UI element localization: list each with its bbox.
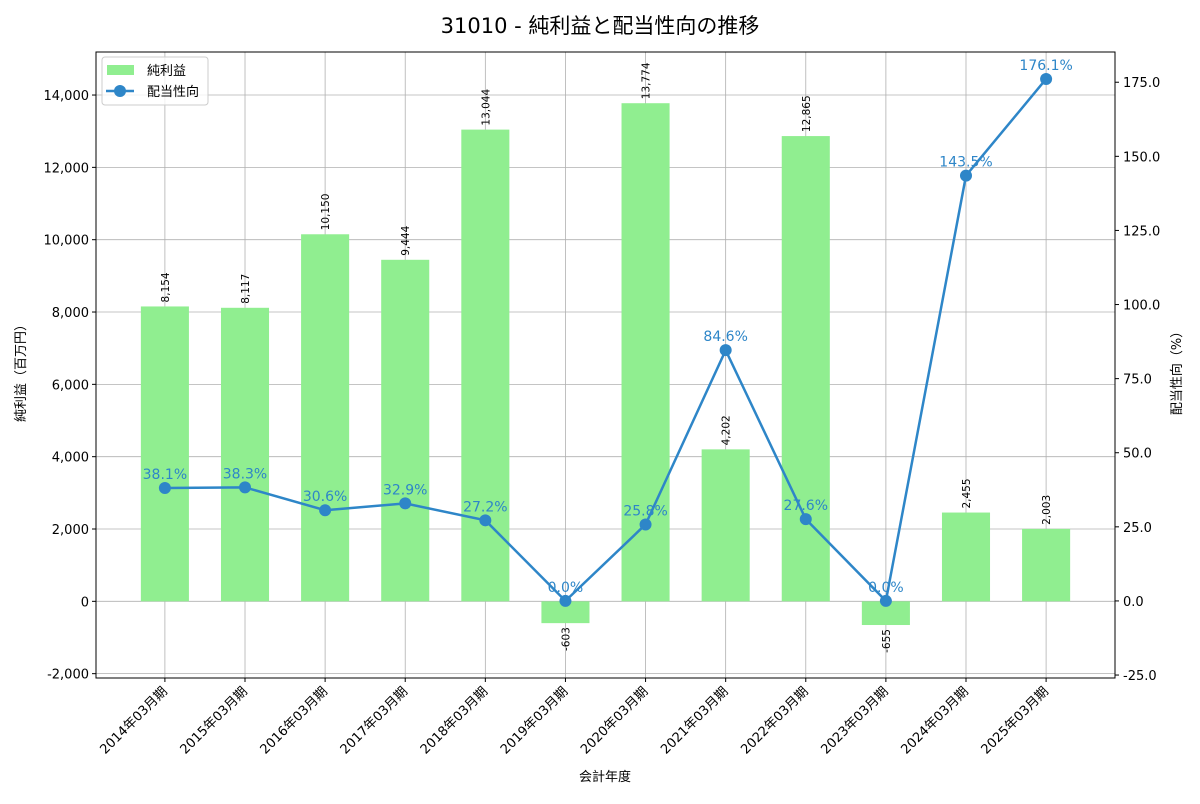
- x-tick-label: 2019年03月期: [498, 684, 571, 757]
- bar: [541, 601, 590, 624]
- x-axis-label: 会計年度: [579, 769, 631, 785]
- line-marker: [479, 514, 492, 527]
- x-tick-label: 2025年03月期: [979, 684, 1052, 757]
- line-marker: [719, 344, 732, 357]
- y-axis-label: 純利益（百万円）: [14, 318, 29, 422]
- bar: [941, 512, 991, 602]
- bar: [861, 601, 910, 626]
- x-tick-label: 2021年03月期: [658, 684, 731, 757]
- x-tick-label: 2017年03月期: [338, 684, 411, 757]
- y2-tick-label: -25.0: [1123, 669, 1157, 684]
- line-value-label: 84.6%: [703, 329, 747, 345]
- plot-frame: [95, 51, 1116, 679]
- x-tick-label: 2014年03月期: [97, 684, 170, 757]
- line-value-label: 0.0%: [548, 580, 584, 596]
- bar-value-label: 2,455: [961, 478, 973, 508]
- bar: [301, 234, 350, 602]
- y-tick-label: 8,000: [52, 306, 89, 321]
- x-tick-label: 2016年03月期: [258, 684, 331, 757]
- y-tick-label: 6,000: [52, 378, 89, 393]
- legend: 純利益 配当性向: [101, 56, 209, 106]
- line-value-label: 143.5%: [939, 155, 992, 171]
- chart-title: 31010 - 純利益と配当性向の推移: [441, 14, 760, 38]
- bar-value-label: -603: [560, 627, 572, 651]
- bar: [461, 129, 510, 602]
- line-value-label: 27.6%: [784, 498, 828, 514]
- x-tick-label: 2022年03月期: [738, 684, 811, 757]
- bar: [140, 306, 189, 602]
- line-marker: [399, 497, 412, 510]
- bar: [381, 259, 430, 602]
- line-marker: [959, 169, 972, 182]
- y2-tick-label: 75.0: [1123, 373, 1152, 388]
- y2-tick-label: 150.0: [1123, 150, 1160, 165]
- line-value-label: 0.0%: [868, 580, 904, 596]
- legend-bar-swatch: [107, 65, 134, 75]
- line-value-label: 25.8%: [623, 503, 667, 519]
- y-tick-label: -2,000: [47, 668, 89, 683]
- bar-value-label: 13,774: [641, 62, 653, 99]
- bar: [621, 103, 670, 602]
- y2-tick-label: 0.0: [1123, 595, 1144, 610]
- y2-tick-label: 50.0: [1123, 447, 1152, 462]
- x-tick-label: 2018年03月期: [418, 684, 491, 757]
- bar: [781, 136, 830, 602]
- x-tick-label: 2020年03月期: [578, 684, 651, 757]
- line-value-label: 30.6%: [303, 489, 347, 505]
- bar-value-label: 10,150: [320, 194, 332, 231]
- bar-value-label: 8,117: [240, 274, 252, 304]
- line-marker: [1040, 72, 1053, 85]
- bar-value-label: 4,202: [721, 415, 733, 445]
- payout-ratio-line: [164, 78, 1048, 604]
- bar: [1022, 528, 1071, 602]
- line-marker: [799, 513, 812, 526]
- bar-value-label: -655: [881, 629, 893, 653]
- bar: [701, 449, 750, 602]
- line-value-label: 38.1%: [143, 467, 187, 483]
- line-marker: [559, 594, 572, 607]
- legend-label-bar: 純利益: [147, 64, 186, 79]
- y-tick-label: 2,000: [52, 523, 89, 538]
- y-tick-label: 10,000: [44, 234, 90, 249]
- y2-tick-label: 100.0: [1123, 299, 1160, 314]
- line-value-label: 38.3%: [223, 466, 267, 482]
- line-value-label: 27.2%: [463, 499, 507, 515]
- bar-value-label: 2,003: [1041, 495, 1053, 525]
- x-tick-label: 2024年03月期: [899, 684, 972, 757]
- y2-tick-label: 25.0: [1123, 521, 1152, 536]
- x-tick-label: 2023年03月期: [818, 684, 891, 757]
- line-marker: [639, 518, 652, 531]
- line-value-label: 176.1%: [1019, 58, 1072, 74]
- line-marker: [319, 504, 332, 517]
- y-tick-label: 14,000: [44, 89, 90, 104]
- bar: [220, 307, 270, 602]
- line-marker: [239, 481, 252, 494]
- bar-value-label: 9,444: [400, 225, 412, 255]
- y-tick-label: 12,000: [44, 161, 90, 176]
- bar-value-label: 8,154: [160, 272, 172, 302]
- line-value-label: 32.9%: [383, 482, 427, 498]
- y2-tick-label: 175.0: [1123, 76, 1160, 91]
- y-tick-label: 0: [81, 595, 89, 610]
- line-marker: [879, 594, 892, 607]
- x-tick-label: 2015年03月期: [178, 684, 251, 757]
- bar-value-label: 12,865: [801, 95, 813, 132]
- y2-axis-label: 配当性向（%）: [1169, 325, 1185, 415]
- line-marker: [158, 482, 171, 495]
- y2-tick-label: 125.0: [1123, 224, 1160, 239]
- legend-label-line: 配当性向: [147, 84, 199, 100]
- y-tick-label: 4,000: [52, 451, 89, 466]
- bar-value-label: 13,044: [480, 89, 492, 126]
- legend-line-marker: [114, 85, 126, 97]
